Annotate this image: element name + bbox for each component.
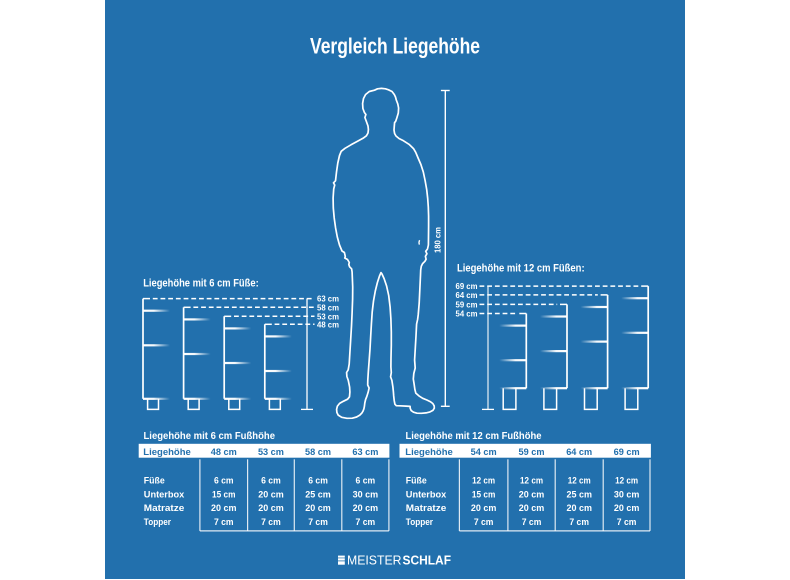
svg-text:63 cm: 63 cm [317,294,339,304]
svg-text:Liegehöhe mit 6 cm Fußhöhe: Liegehöhe mit 6 cm Fußhöhe [144,431,276,442]
svg-text:20 cm: 20 cm [305,503,331,514]
svg-text:30 cm: 30 cm [353,489,379,500]
svg-text:Vergleich Liegehöhe: Vergleich Liegehöhe [310,34,480,59]
svg-text:Matratze: Matratze [144,503,185,514]
svg-text:Füße: Füße [406,475,427,486]
svg-text:69 cm: 69 cm [614,447,640,458]
svg-text:20 cm: 20 cm [566,503,592,514]
svg-text:7 cm: 7 cm [522,517,542,528]
svg-text:7 cm: 7 cm [356,517,376,528]
svg-text:20 cm: 20 cm [211,503,237,514]
svg-text:59 cm: 59 cm [456,300,478,310]
svg-text:Unterbox: Unterbox [406,489,447,500]
svg-text:6 cm: 6 cm [261,475,281,486]
svg-text:48 cm: 48 cm [211,447,237,458]
svg-text:25 cm: 25 cm [305,489,331,500]
svg-text:53 cm: 53 cm [258,447,284,458]
svg-text:15 cm: 15 cm [472,489,496,500]
svg-text:Liegehöhe mit 12 cm Fußhöhe: Liegehöhe mit 12 cm Fußhöhe [406,431,542,442]
svg-text:6 cm: 6 cm [356,475,376,486]
svg-text:6 cm: 6 cm [308,475,328,486]
svg-text:12 cm: 12 cm [615,475,638,486]
svg-text:58 cm: 58 cm [305,447,331,458]
svg-text:7 cm: 7 cm [474,517,494,528]
svg-text:7 cm: 7 cm [569,517,589,528]
svg-text:Topper: Topper [144,517,171,528]
svg-text:Liegehöhe mit 6 cm Füße:: Liegehöhe mit 6 cm Füße: [143,277,259,289]
svg-text:25 cm: 25 cm [566,489,592,500]
svg-text:Liegehöhe: Liegehöhe [405,447,453,458]
svg-text:53 cm: 53 cm [317,311,339,321]
svg-text:20 cm: 20 cm [519,503,545,514]
svg-text:20 cm: 20 cm [471,503,497,514]
svg-text:20 cm: 20 cm [258,489,284,500]
svg-text:Füße: Füße [144,475,165,486]
svg-text:59 cm: 59 cm [519,447,545,458]
svg-text:15 cm: 15 cm [212,489,236,500]
svg-text:Topper: Topper [406,517,433,528]
svg-text:Unterbox: Unterbox [144,489,185,500]
svg-text:7 cm: 7 cm [214,517,234,528]
svg-text:Liegehöhe mit 12 cm Füßen:: Liegehöhe mit 12 cm Füßen: [457,263,585,275]
svg-text:63 cm: 63 cm [352,447,378,458]
svg-text:12 cm: 12 cm [568,475,591,486]
svg-text:12 cm: 12 cm [472,475,495,486]
svg-text:30 cm: 30 cm [614,489,640,500]
svg-text:MEISTER: MEISTER [347,552,402,567]
svg-text:SCHLAF: SCHLAF [403,552,452,567]
svg-text:58 cm: 58 cm [317,302,339,312]
svg-text:6 cm: 6 cm [214,475,234,486]
svg-text:Matratze: Matratze [406,503,447,514]
svg-text:20 cm: 20 cm [258,503,284,514]
svg-text:7 cm: 7 cm [261,517,281,528]
svg-text:12 cm: 12 cm [520,475,543,486]
svg-text:7 cm: 7 cm [308,517,328,528]
svg-text:Liegehöhe: Liegehöhe [143,447,191,458]
svg-text:20 cm: 20 cm [353,503,379,514]
svg-text:69 cm: 69 cm [456,281,478,291]
svg-text:64 cm: 64 cm [456,290,478,300]
svg-text:64 cm: 64 cm [566,447,592,458]
svg-text:180 cm: 180 cm [433,227,443,253]
svg-text:20 cm: 20 cm [519,489,545,500]
svg-text:48 cm: 48 cm [317,319,339,329]
svg-text:54 cm: 54 cm [456,309,478,319]
svg-text:7 cm: 7 cm [617,517,637,528]
svg-text:20 cm: 20 cm [614,503,640,514]
svg-text:54 cm: 54 cm [471,447,497,458]
